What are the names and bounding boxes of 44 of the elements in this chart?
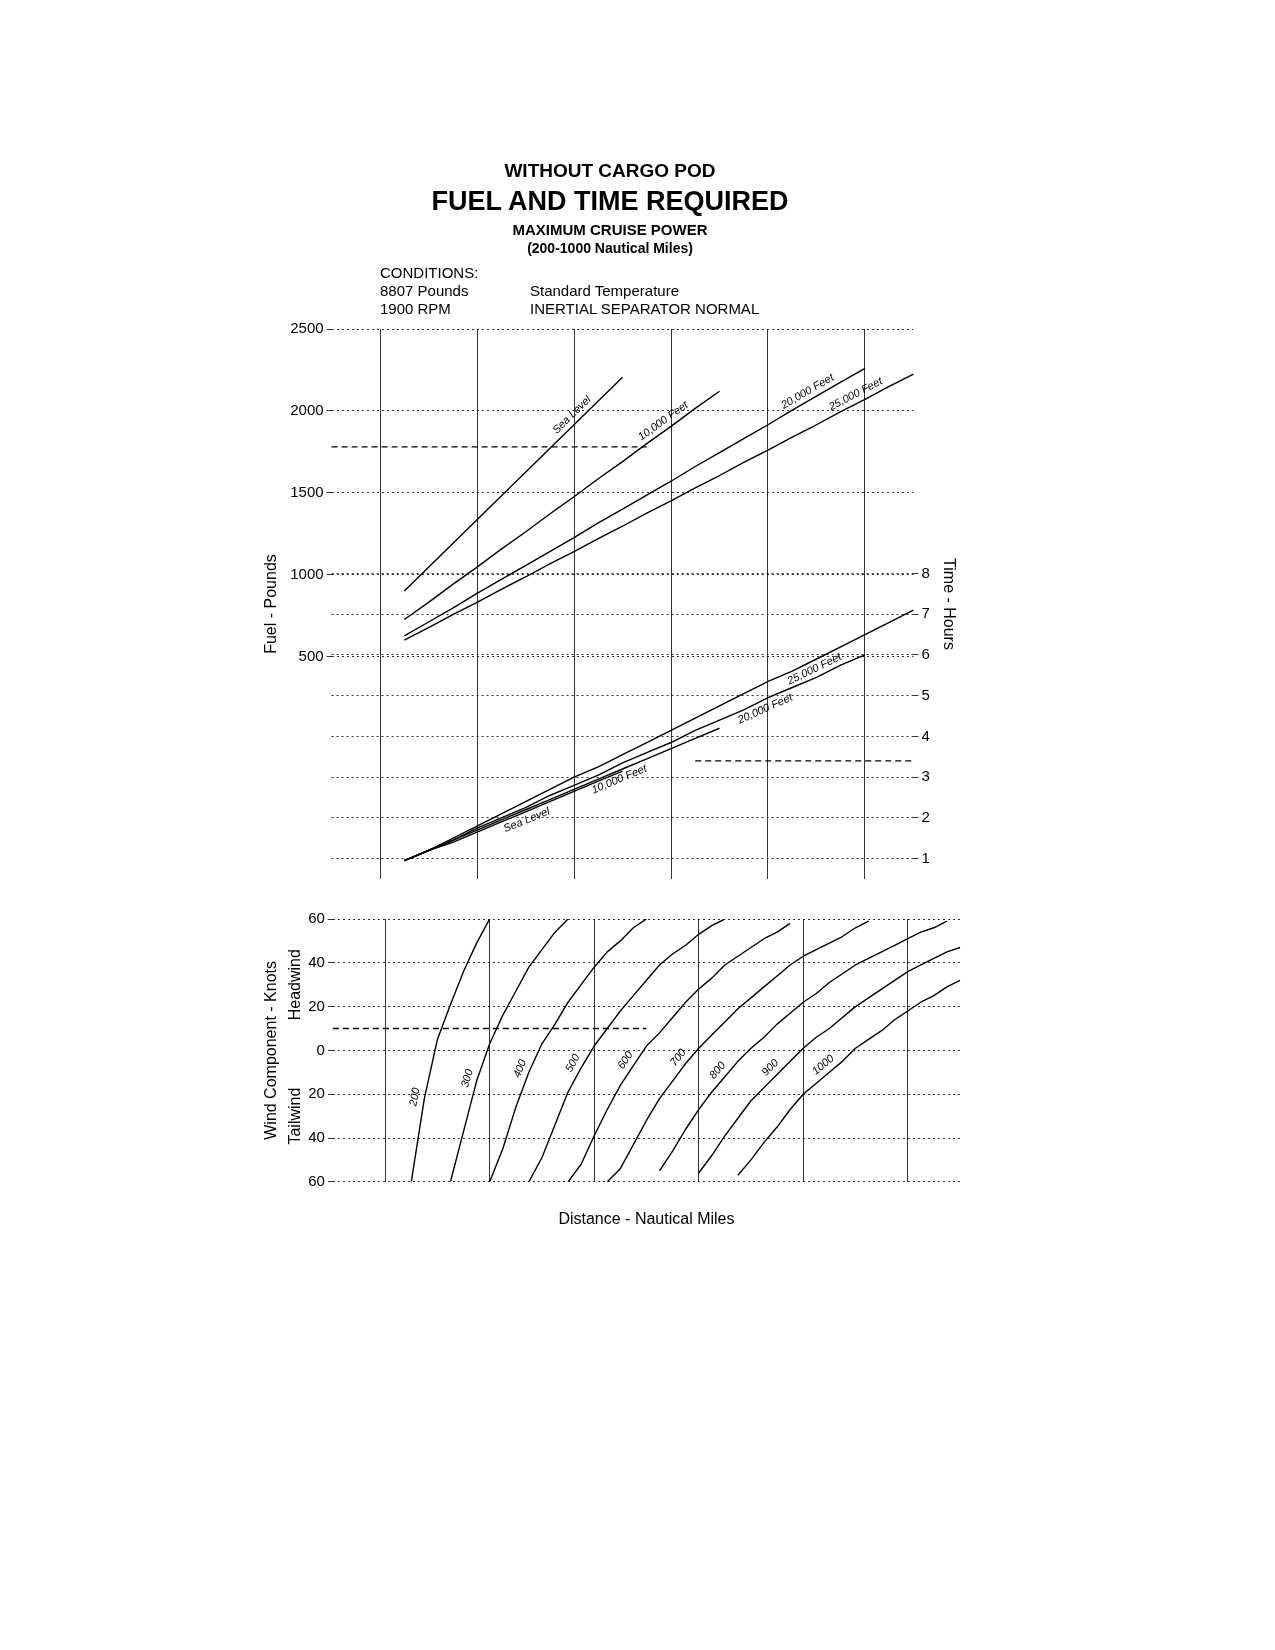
y-tick-label: 20: [308, 996, 325, 1014]
y-axis-title: Wind Component - Knots: [262, 961, 280, 1140]
text: 800: [706, 1058, 728, 1081]
chart-subtitle: MAXIMUM CRUISE POWER: [511, 221, 709, 238]
x-axis-title: Distance - Nautical Miles: [558, 1209, 735, 1227]
y2-tick-label: 3: [921, 767, 930, 785]
y2-tick-label: 5: [921, 685, 930, 703]
y-tick-label: 2000: [290, 400, 324, 418]
text: INERTIAL SEPARATOR NORMAL: [530, 300, 761, 317]
y-tick-label: 40: [308, 952, 325, 970]
text: (200-1000 Nautical Miles): [526, 240, 694, 256]
y-tick-label: 40: [308, 1128, 325, 1146]
text: Sea Level: [501, 804, 552, 835]
y-tick-label: 2500: [290, 319, 324, 337]
y2-tick-label: 7: [921, 604, 930, 622]
text: 1900 RPM: [380, 300, 452, 317]
text: 500: [562, 1051, 583, 1074]
y-tick-label: 1500: [290, 482, 324, 500]
y-tick-label: 60: [308, 1171, 325, 1189]
y2-tick-label: 4: [921, 726, 930, 744]
y-tick-label: 500: [298, 646, 324, 664]
y2-tick-label: 8: [921, 563, 930, 581]
y-axis-title: Fuel - Pounds: [262, 554, 280, 654]
y2-tick-label: 2: [921, 808, 930, 826]
text: Standard Temperature: [530, 282, 680, 299]
text: 8807 Pounds: [380, 282, 470, 299]
y-tick-label: 60: [308, 909, 325, 927]
text: Tailwind: [286, 1087, 304, 1145]
y-tick-label: 20: [308, 1084, 325, 1102]
text: 900: [758, 1055, 782, 1078]
y2-axis-title: Time - Hours: [940, 558, 958, 650]
text: 200: [406, 1085, 422, 1108]
y2-tick-label: 1: [921, 848, 930, 866]
text: Headwind: [286, 949, 304, 1021]
y-tick-label: 1000: [290, 564, 324, 582]
text: 400: [510, 1056, 529, 1080]
y-tick-label: 0: [316, 1040, 325, 1058]
text: 600: [614, 1048, 636, 1071]
y2-tick-label: 6: [921, 645, 930, 663]
text: 300: [458, 1066, 476, 1089]
text: 700: [667, 1045, 689, 1068]
text: WITHOUT CARGO POD: [503, 160, 717, 182]
chart-title: FUEL AND TIME REQUIRED: [430, 186, 790, 217]
text: CONDITIONS:: [380, 264, 480, 281]
